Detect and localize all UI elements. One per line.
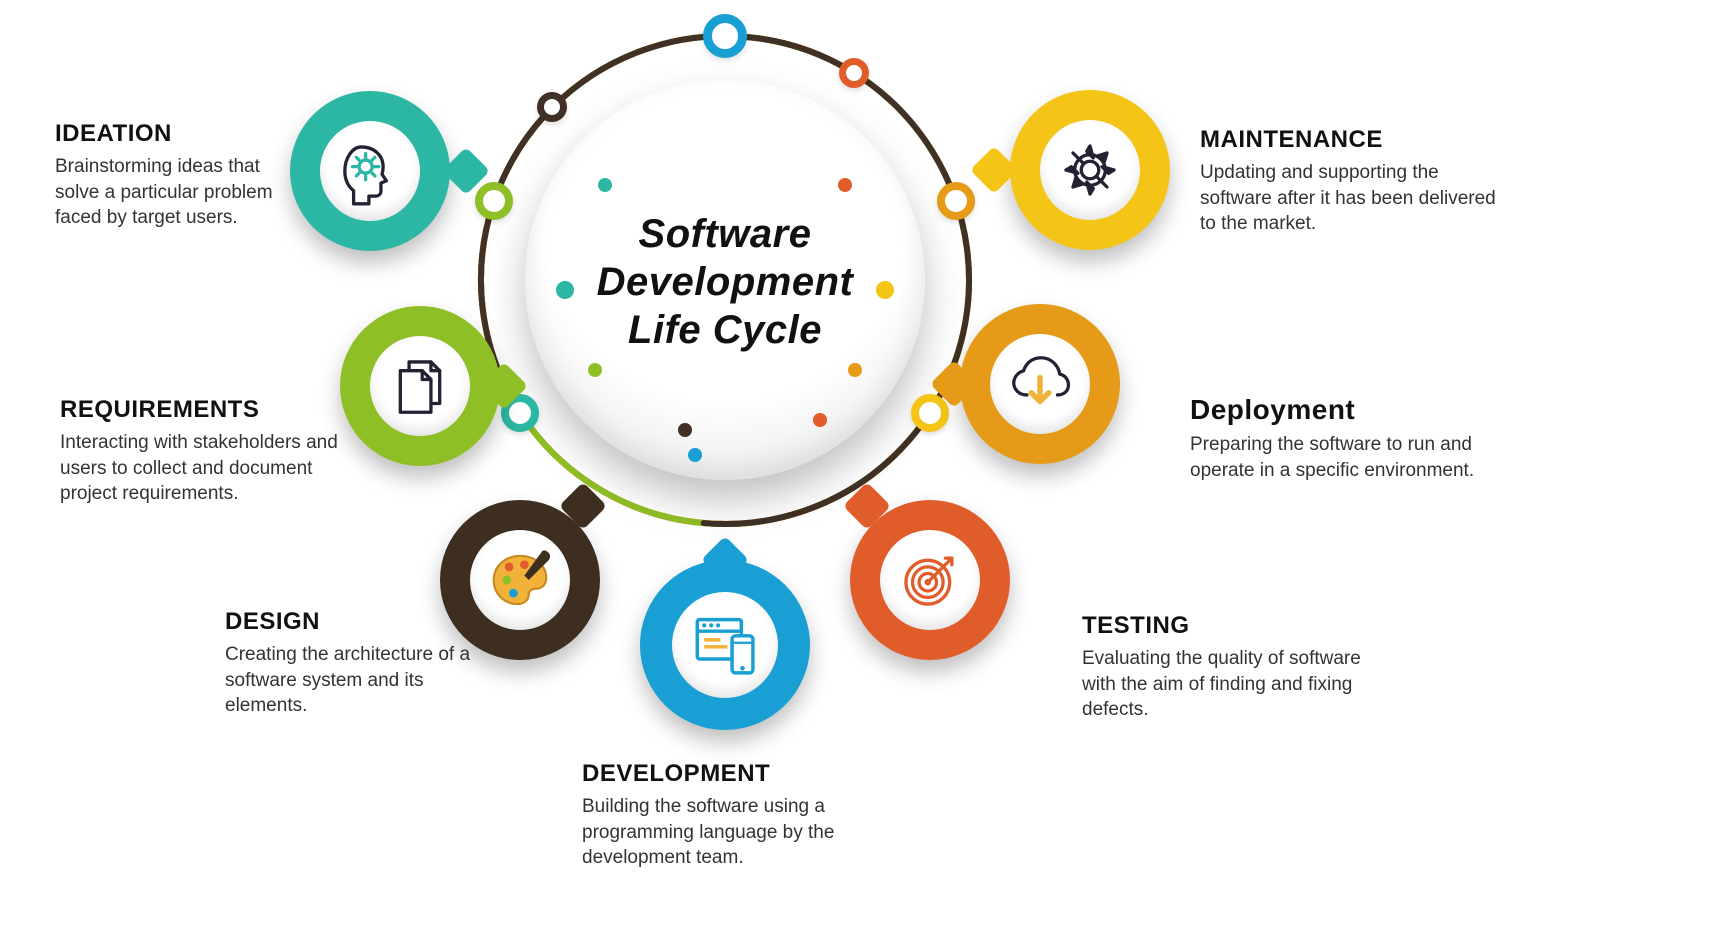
stage-text-maintenance: MAINTENANCE Updating and supporting the s… xyxy=(1200,126,1500,237)
hub-dot xyxy=(876,281,894,299)
browser-phone-icon xyxy=(688,608,762,682)
stage-bubble-testing xyxy=(850,500,1010,660)
bubble-inner xyxy=(672,592,778,698)
ring-node xyxy=(937,182,975,220)
stage-desc: Creating the architecture of a software … xyxy=(225,642,485,719)
documents-icon xyxy=(385,351,455,421)
stage-title: DEVELOPMENT xyxy=(582,760,882,788)
stage-desc: Evaluating the quality of software with … xyxy=(1082,646,1372,723)
stage-text-deployment: Deployment Preparing the software to run … xyxy=(1190,394,1490,483)
hub-dot xyxy=(813,413,827,427)
hub-dot xyxy=(588,363,602,377)
stage-title: MAINTENANCE xyxy=(1200,126,1500,154)
hub-dot xyxy=(688,448,702,462)
hub-title: SoftwareDevelopmentLife Cycle xyxy=(545,210,905,354)
target-icon xyxy=(895,545,965,615)
ring-node xyxy=(475,182,513,220)
palette-icon xyxy=(485,545,555,615)
ring-node xyxy=(703,14,747,58)
stage-bubble-maintenance xyxy=(1010,90,1170,250)
stage-bubble-deployment xyxy=(960,304,1120,464)
stage-title: REQUIREMENTS xyxy=(60,396,370,424)
stage-desc: Building the software using a programmin… xyxy=(582,794,882,871)
bubble-inner xyxy=(320,121,420,221)
hub-dot xyxy=(678,423,692,437)
sdlc-infographic: SoftwareDevelopmentLife Cycle IDEATION Bra… xyxy=(0,0,1730,926)
stage-title: DESIGN xyxy=(225,608,485,636)
stage-desc: Preparing the software to run and operat… xyxy=(1190,432,1490,483)
stage-title: IDEATION xyxy=(55,120,285,148)
ring-node xyxy=(911,394,949,432)
hub-dot xyxy=(838,178,852,192)
bubble-inner xyxy=(470,530,570,630)
stage-desc: Interacting with stakeholders and users … xyxy=(60,430,370,507)
stage-title: Deployment xyxy=(1190,394,1490,426)
stage-bubble-ideation xyxy=(290,91,450,251)
stage-bubble-development xyxy=(640,560,810,730)
hub-dot xyxy=(556,281,574,299)
bubble-inner xyxy=(990,334,1090,434)
bubble-inner xyxy=(370,336,470,436)
cloud-download-icon xyxy=(1005,349,1075,419)
gear-icon xyxy=(1055,135,1125,205)
stage-desc: Updating and supporting the software aft… xyxy=(1200,160,1500,237)
head-gear-icon xyxy=(335,136,405,206)
stage-text-design: DESIGN Creating the architecture of a sof… xyxy=(225,608,485,719)
hub-dot xyxy=(848,363,862,377)
bubble-inner xyxy=(880,530,980,630)
hub-dot xyxy=(598,178,612,192)
bubble-inner xyxy=(1040,120,1140,220)
stage-text-ideation: IDEATION Brainstorming ideas that solve a… xyxy=(55,120,285,231)
stage-text-requirements: REQUIREMENTS Interacting with stakeholder… xyxy=(60,396,370,507)
stage-title: TESTING xyxy=(1082,612,1372,640)
stage-text-development: DEVELOPMENT Building the software using a… xyxy=(582,760,882,871)
stage-desc: Brainstorming ideas that solve a particu… xyxy=(55,154,285,231)
stage-text-testing: TESTING Evaluating the quality of softwar… xyxy=(1082,612,1372,723)
